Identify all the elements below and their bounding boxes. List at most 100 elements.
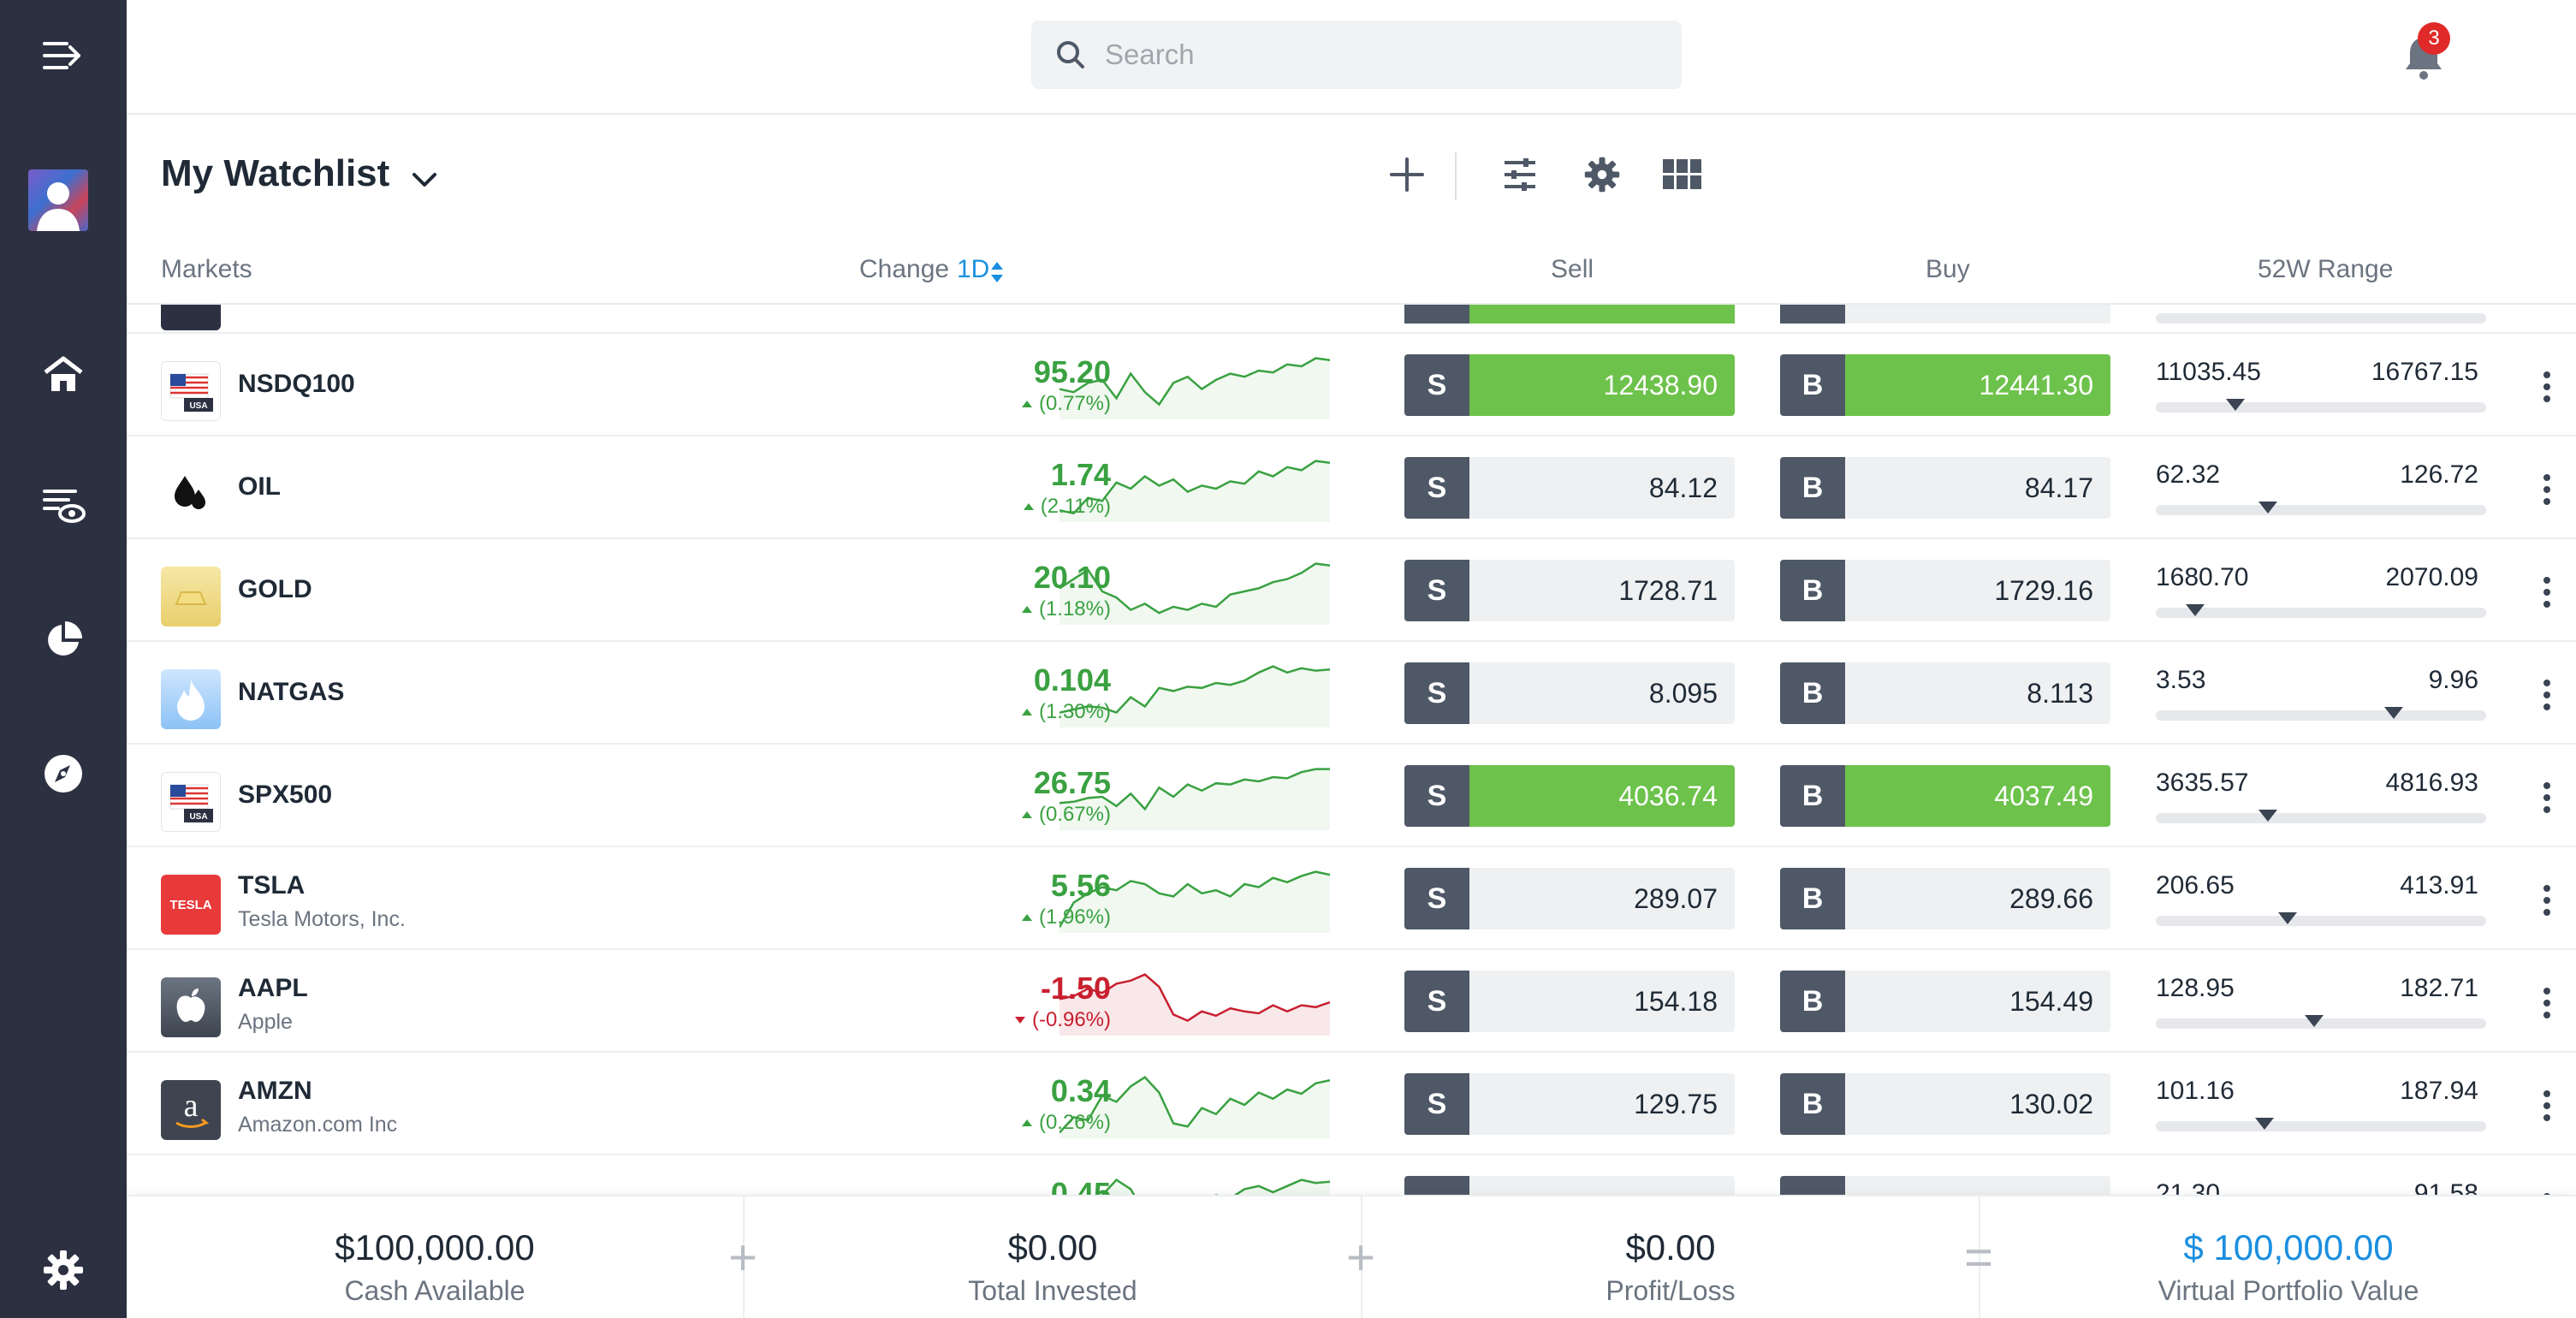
- add-icon[interactable]: [1383, 151, 1431, 199]
- market-symbol[interactable]: AMZN: [238, 1077, 312, 1105]
- discover-compass-icon[interactable]: [0, 750, 127, 798]
- more-options-icon[interactable]: [2530, 671, 2564, 719]
- search-box[interactable]: [1031, 21, 1682, 89]
- buy-button[interactable]: B: [1780, 1176, 2110, 1195]
- sell-label: S: [1404, 354, 1469, 416]
- sell-button[interactable]: S 12438.90: [1404, 354, 1735, 416]
- usa-flag-icon: USA: [161, 361, 221, 421]
- market-symbol[interactable]: GOLD: [238, 575, 312, 603]
- buy-button[interactable]: B 289.66: [1780, 868, 2110, 929]
- buy-button[interactable]: B 1729.16: [1780, 560, 2110, 621]
- range-bar: [2156, 707, 2486, 721]
- sell-price: 1728.71: [1469, 560, 1735, 621]
- buy-button[interactable]: B 8.113: [1780, 662, 2110, 724]
- range-marker: [2278, 912, 2298, 924]
- sell-label: S: [1404, 560, 1469, 621]
- range-bar: [2156, 810, 2486, 823]
- more-options-icon[interactable]: [2530, 466, 2564, 514]
- more-options-icon[interactable]: [2530, 363, 2564, 411]
- sell-button[interactable]: S 8.095: [1404, 662, 1735, 724]
- table-row[interactable]: NATGAS 0.104(1.30%) S8.095 B8.113 3.53 9.96: [127, 642, 2576, 745]
- range-high: 16767.15: [2371, 358, 2478, 386]
- buy-button[interactable]: B 130.02: [1780, 1073, 2110, 1135]
- buy-button[interactable]: B 84.17: [1780, 457, 2110, 519]
- more-options-icon[interactable]: [2530, 774, 2564, 822]
- range-high: 126.72: [2400, 460, 2478, 489]
- buy-label: B: [1780, 1073, 1845, 1135]
- home-icon[interactable]: [0, 351, 127, 399]
- search-input[interactable]: [1105, 39, 1618, 71]
- sparkline-chart: [1059, 665, 1330, 727]
- sell-button[interactable]: S 289.07: [1404, 868, 1735, 929]
- range-bar: [2156, 604, 2486, 618]
- equals-icon: =: [1964, 1230, 1993, 1285]
- market-symbol[interactable]: TOOO: [238, 1191, 313, 1195]
- more-options-icon[interactable]: [2530, 1184, 2564, 1195]
- range-high: 91.58: [2413, 1179, 2478, 1195]
- watchlist-eye-icon[interactable]: [0, 479, 127, 531]
- period-selector[interactable]: 1D: [957, 255, 990, 283]
- settings-gear-icon[interactable]: [0, 1246, 127, 1294]
- more-options-icon[interactable]: [2530, 979, 2564, 1027]
- change-value: 0.45: [1050, 1176, 1111, 1195]
- range-low: 3635.57: [2156, 769, 2249, 797]
- sort-icon[interactable]: [989, 260, 1005, 284]
- sell-button[interactable]: S 84.12: [1404, 457, 1735, 519]
- col-52w-range: 52W Range: [2258, 255, 2394, 283]
- market-symbol[interactable]: OIL: [238, 472, 281, 501]
- range-low: 3.53: [2156, 666, 2206, 694]
- col-sell: Sell: [1551, 255, 1594, 283]
- sell-price: 4036.74: [1469, 765, 1735, 827]
- sell-price: 12438.90: [1469, 354, 1735, 416]
- table-row[interactable]: TOOO 0.45 S B 21.30 91.58: [127, 1155, 2576, 1195]
- settings-gear-icon[interactable]: [1578, 151, 1626, 199]
- sell-button[interactable]: S: [1404, 1176, 1735, 1195]
- market-symbol[interactable]: NSDQ100: [238, 370, 355, 398]
- more-options-icon[interactable]: [2530, 1082, 2564, 1130]
- more-options-icon[interactable]: [2530, 568, 2564, 616]
- sell-button[interactable]: S 4036.74: [1404, 765, 1735, 827]
- chevron-down-icon[interactable]: [407, 163, 442, 197]
- market-symbol[interactable]: TSLA: [238, 871, 306, 899]
- range-marker: [2258, 810, 2278, 822]
- avatar[interactable]: [28, 169, 88, 231]
- market-symbol[interactable]: AAPL: [238, 974, 308, 1002]
- cash-label: Cash Available: [344, 1275, 525, 1306]
- range-high: 9.96: [2428, 666, 2478, 694]
- sell-button[interactable]: S 129.75: [1404, 1073, 1735, 1135]
- expand-menu-icon[interactable]: [0, 34, 127, 77]
- col-change: Change: [859, 255, 950, 283]
- sell-label: S: [1404, 1176, 1469, 1195]
- portfolio-pie-icon[interactable]: [0, 616, 127, 664]
- market-symbol[interactable]: SPX500: [238, 781, 333, 809]
- buy-button[interactable]: B 12441.30: [1780, 354, 2110, 416]
- range-high: 187.94: [2400, 1077, 2478, 1105]
- market-symbol[interactable]: NATGAS: [238, 678, 345, 706]
- tesla-logo-icon: TESLA: [161, 875, 221, 935]
- filter-sliders-icon[interactable]: [1496, 151, 1544, 199]
- range-bar: [2156, 1118, 2486, 1131]
- table-row[interactable]: OIL 1.74 (2.11%) S 84.12 B 84.17 62.32 126.72: [127, 436, 2576, 539]
- buy-button[interactable]: B 154.49: [1780, 971, 2110, 1032]
- buy-button[interactable]: B 4037.49: [1780, 765, 2110, 827]
- sell-price: [1469, 1176, 1735, 1195]
- grid-view-icon[interactable]: [1659, 151, 1706, 199]
- sell-button[interactable]: S 154.18: [1404, 971, 1735, 1032]
- change-value: 1.74: [1050, 457, 1111, 492]
- buy-price: 84.17: [1845, 457, 2110, 519]
- plus-icon: +: [1346, 1230, 1375, 1285]
- more-options-icon[interactable]: [2530, 876, 2564, 924]
- usa-flag-icon: USA: [161, 772, 221, 832]
- change-percent: (0.77%): [1020, 392, 1111, 416]
- sell-button[interactable]: S 1728.71: [1404, 560, 1735, 621]
- plus-icon: +: [728, 1230, 757, 1285]
- sparkline-chart: [1059, 870, 1330, 933]
- leaf-icon: [161, 1183, 221, 1195]
- page-title[interactable]: My Watchlist: [161, 152, 390, 194]
